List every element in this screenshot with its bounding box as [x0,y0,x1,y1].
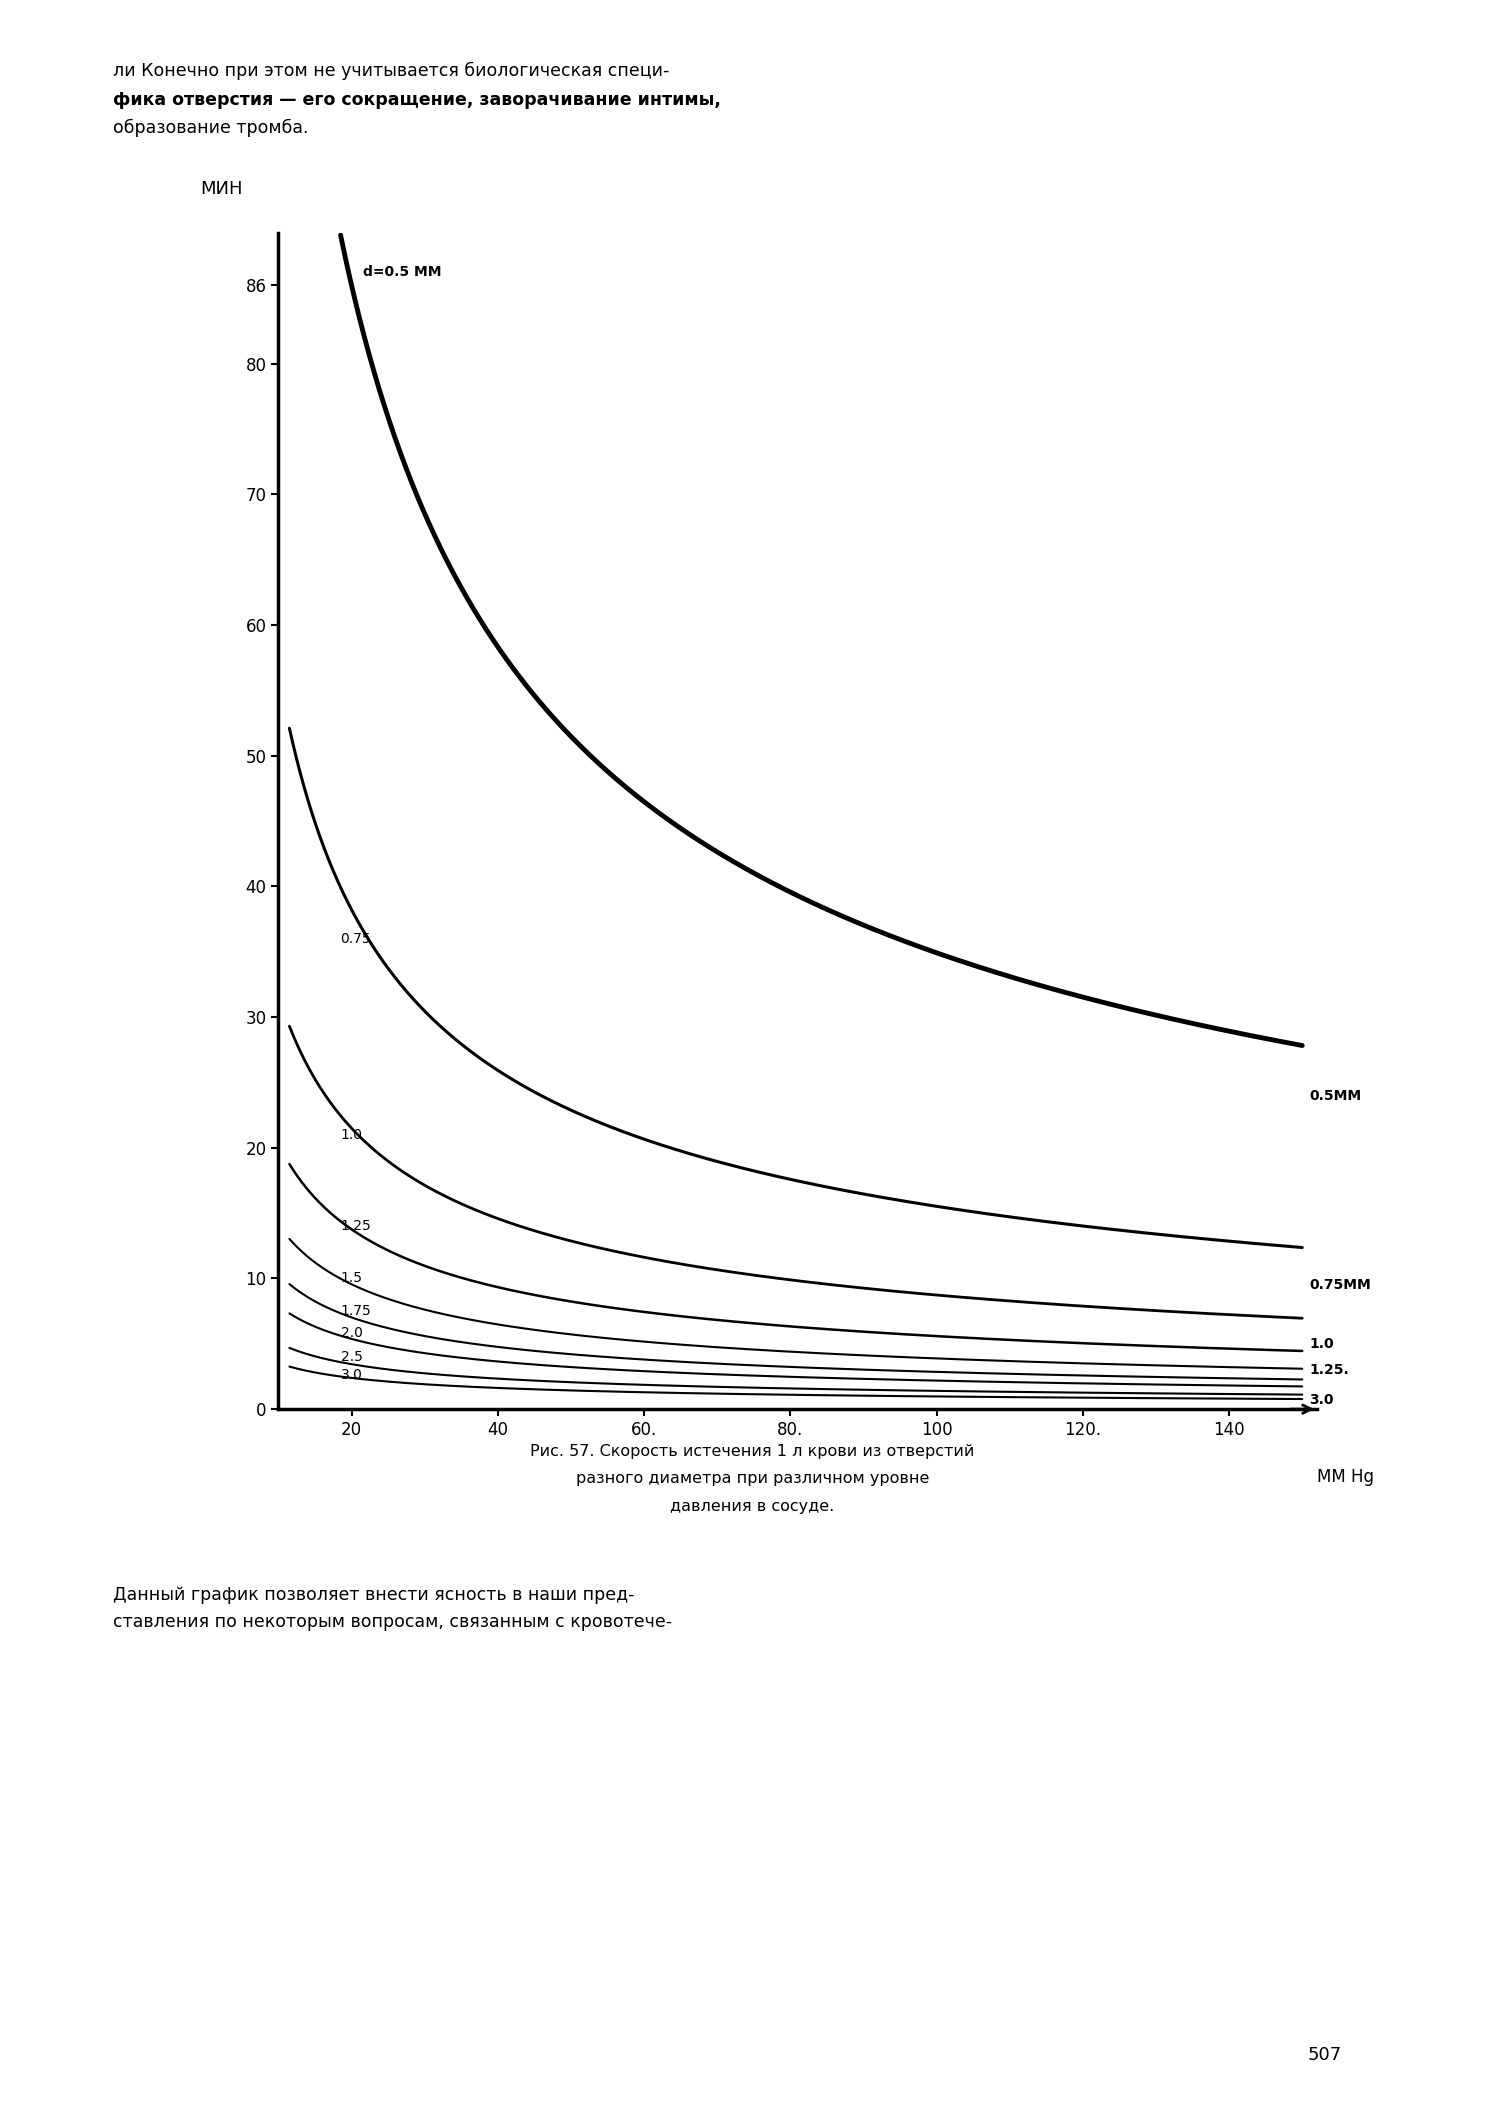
Text: 1.5: 1.5 [340,1271,363,1286]
Text: 2.0: 2.0 [340,1326,363,1341]
Text: 2.5: 2.5 [340,1350,363,1365]
Text: 0.75ММ: 0.75ММ [1309,1278,1371,1293]
Text: ставления по некоторым вопросам, связанным с кровотече-: ставления по некоторым вопросам, связанн… [113,1613,673,1632]
Text: 3.0: 3.0 [340,1369,363,1382]
Text: ММ Hg: ММ Hg [1317,1468,1374,1485]
Text: фика отверстия — его сокращение, заворачивание интимы,: фика отверстия — его сокращение, заворач… [113,91,721,108]
Text: давления в сосуде.: давления в сосуде. [670,1498,835,1513]
Text: Данный график позволяет внести ясность в наши пред-: Данный график позволяет внести ясность в… [113,1585,635,1604]
Text: Рис. 57. Скорость истечения 1 л крови из отверстий: Рис. 57. Скорость истечения 1 л крови из… [530,1443,975,1458]
Text: 3.0: 3.0 [1309,1392,1333,1407]
Text: 1.0: 1.0 [340,1127,363,1142]
Text: 1.0: 1.0 [1309,1337,1335,1350]
Text: d=0.5 MM: d=0.5 MM [363,265,441,280]
Text: 0.75: 0.75 [340,932,372,945]
Text: ли Конечно при этом не учитывается биологическая специ-: ли Конечно при этом не учитывается биоло… [113,61,670,81]
Text: 0.5ММ: 0.5ММ [1309,1089,1362,1102]
Text: разного диаметра при различном уровне: разного диаметра при различном уровне [576,1471,929,1485]
Text: МИН: МИН [200,180,242,197]
Text: 1.75: 1.75 [340,1303,372,1318]
Text: образование тромба.: образование тромба. [113,119,309,138]
Text: 1.25.: 1.25. [1309,1363,1350,1377]
Text: 507: 507 [1308,2045,1341,2064]
Text: 1.25: 1.25 [340,1218,372,1233]
